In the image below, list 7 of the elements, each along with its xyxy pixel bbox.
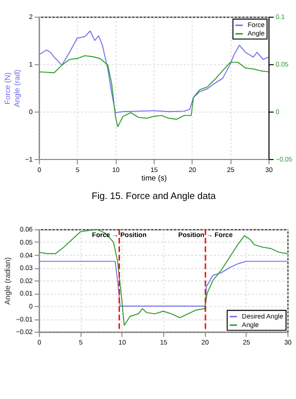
caption: Fig. 15. Force and Angle data <box>92 190 217 202</box>
x-axis-title: time (s) <box>142 173 168 182</box>
y-axis-title: Force (N) Angle (rad) <box>2 69 22 108</box>
line-series <box>38 260 288 307</box>
line-series <box>38 30 268 114</box>
line-series <box>38 55 268 128</box>
y-axis-title: Angle (radian) <box>3 256 12 305</box>
